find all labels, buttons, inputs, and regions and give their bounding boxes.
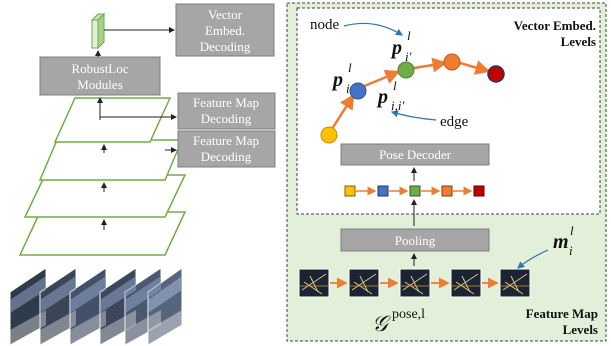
graph-node-green: [397, 61, 415, 79]
feature-decoding-2-line-2: Decoding: [201, 149, 252, 164]
math-p-i-prime: p l i′: [390, 28, 412, 64]
edge-label: edge: [440, 114, 469, 130]
pose-decoder-label: Pose Decoder: [379, 147, 452, 162]
graph-node-red: [487, 65, 505, 83]
feature-layer-4: [18, 211, 187, 256]
graph-pose-label: 𝒢 pose,l: [372, 307, 425, 336]
math-p-i: p l i: [331, 60, 352, 96]
left-architecture: RobustLoc Modules Vector Embed. Decoding…: [9, 3, 276, 346]
pose-graph: [320, 53, 505, 144]
node-label: node: [310, 17, 340, 33]
svg-text:m: m: [553, 231, 569, 253]
embedding-sequence: [344, 185, 485, 197]
graph-node-orange: [443, 53, 461, 71]
vector-decoding-line-2: Embed.: [205, 23, 245, 38]
graph-edge-2: [361, 69, 401, 89]
svg-text:pose,l: pose,l: [392, 307, 425, 322]
feature-decoding-2-line-1: Feature Map: [193, 133, 259, 148]
embed-square-yellow: [344, 185, 356, 197]
vector-embed-decoding-box: [175, 3, 275, 57]
svg-text:l: l: [570, 223, 574, 238]
robustloc-line-2: Modules: [77, 77, 123, 92]
graph-edge-3: [413, 57, 448, 73]
feature-map-decoding-box-1: [177, 92, 276, 130]
vector-levels-line-2: Levels: [561, 34, 596, 49]
vector-embedding-icon: [90, 12, 106, 50]
embed-square-orange: [441, 185, 453, 197]
pooling-label: Pooling: [395, 233, 436, 248]
vector-levels-line-1: Vector Embed.: [514, 18, 596, 33]
svg-text:l: l: [407, 28, 411, 43]
feature-layer-2: [38, 139, 184, 181]
feature-levels-line-1: Feature Map: [526, 306, 598, 321]
svg-text:i: i: [346, 81, 350, 96]
right-panel: Vector Embed. Levels Feature Map Levels …: [286, 2, 607, 342]
vector-embed-levels-region: [296, 7, 601, 215]
robustloc-line-1: RobustLoc: [71, 61, 128, 76]
embed-square-blue: [377, 185, 389, 197]
node-pointer-arrow: [343, 22, 404, 36]
embed-square-green: [409, 185, 421, 197]
robustloc-modules-box: [39, 56, 161, 96]
input-frames: [9, 267, 183, 346]
svg-text:i,i′: i,i′: [391, 98, 404, 113]
feature-map-decoding-box-2: [177, 130, 276, 168]
feature-decoding-1-line-2: Decoding: [201, 111, 252, 126]
feature-layer-1: [53, 97, 172, 143]
svg-text:p: p: [390, 37, 402, 59]
m-pointer-arrow: [517, 249, 549, 269]
svg-text:i′: i′: [405, 49, 412, 64]
svg-text:𝒢: 𝒢: [372, 311, 391, 336]
pooling-box: [340, 228, 490, 252]
feature-map-sequence: [298, 268, 531, 298]
math-m-i: m l i: [553, 223, 574, 258]
feature-map-4: [450, 268, 482, 298]
svg-text:l: l: [393, 78, 397, 93]
vector-decoding-line-3: Decoding: [200, 39, 251, 54]
feature-levels-line-2: Levels: [563, 322, 598, 337]
graph-edge-1: [328, 93, 355, 133]
svg-text:p: p: [376, 86, 388, 108]
graph-node-blue: [349, 82, 367, 100]
embed-square-red: [473, 185, 485, 197]
feature-decoding-1-line-1: Feature Map: [193, 95, 259, 110]
arrow-to-feature-decoding-1: [99, 107, 177, 120]
svg-text:i: i: [569, 243, 573, 258]
vector-decoding-line-1: Vector: [208, 7, 243, 22]
feature-layer-3: [23, 174, 187, 218]
edge-pointer-arrow: [390, 110, 437, 121]
graph-node-yellow: [320, 126, 338, 144]
svg-text:p: p: [331, 69, 343, 91]
math-p-edge: p l i,i′: [376, 78, 404, 113]
svg-text:l: l: [348, 60, 352, 75]
graph-edge-4: [459, 60, 491, 75]
pose-decoder-box: [340, 143, 490, 166]
